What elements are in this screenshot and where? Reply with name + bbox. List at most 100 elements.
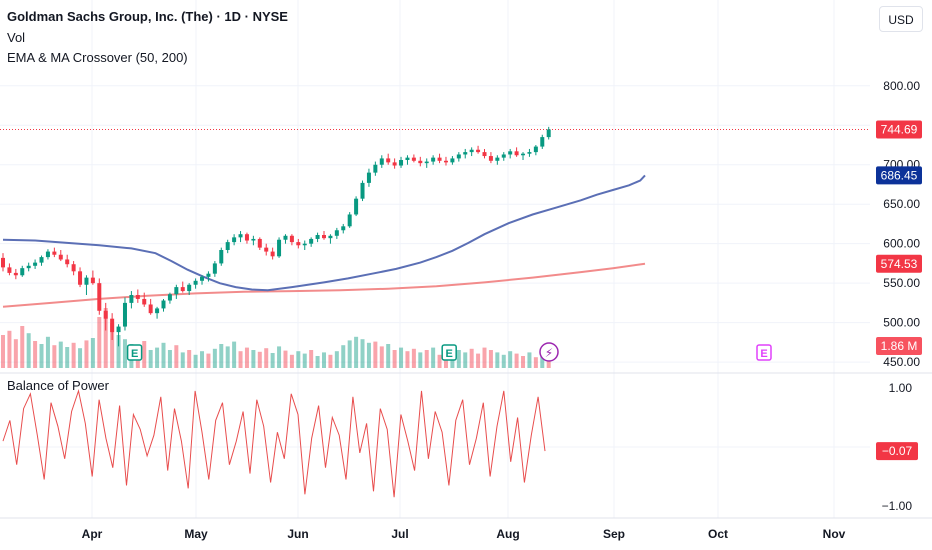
candle-body <box>373 164 378 173</box>
candle-body <box>135 295 140 299</box>
vol-legend[interactable]: Vol <box>7 30 26 45</box>
month-label: Oct <box>708 527 728 541</box>
lightning-icon-glyph: ⚡ <box>545 346 553 360</box>
candle-body <box>360 182 365 199</box>
candle-body <box>521 153 526 156</box>
candle-body <box>45 251 50 258</box>
volume-bar <box>309 350 314 368</box>
volume-bar <box>103 308 108 368</box>
candle-body <box>232 237 237 243</box>
volume-bar <box>341 345 346 368</box>
price-badge <box>876 166 922 185</box>
volume-bar <box>270 353 275 368</box>
candle-body <box>148 304 153 314</box>
candle-body <box>97 283 102 311</box>
candle-body <box>366 172 371 183</box>
candle-body <box>187 284 192 292</box>
volume-bar <box>354 336 359 368</box>
volume-bar <box>495 352 500 368</box>
bop-tick-label: 1.00 <box>889 381 913 395</box>
volume-bar <box>411 348 416 368</box>
candle-body <box>334 230 339 236</box>
volume-bar <box>45 336 50 368</box>
candle-body <box>219 250 224 264</box>
volume-bar <box>347 340 352 368</box>
volume-bar <box>488 350 493 368</box>
ema-ma-legend[interactable]: EMA & MA Crossover (50, 200) <box>7 50 188 65</box>
month-label: Aug <box>496 527 519 541</box>
volume-bar <box>110 323 115 368</box>
candle-body <box>116 326 121 333</box>
month-label: May <box>184 527 208 541</box>
volume-bar <box>334 351 339 368</box>
price-tick-label: 600.00 <box>883 237 920 251</box>
volume-bar <box>482 347 487 368</box>
candle-body <box>322 235 326 239</box>
candle-body <box>39 257 44 263</box>
candle-body <box>225 242 230 250</box>
volume-bar <box>283 350 288 368</box>
candle-body <box>13 272 18 276</box>
price-tick-label: 450.00 <box>883 355 920 369</box>
volume-bar <box>373 341 378 368</box>
volume-bar <box>469 348 474 368</box>
candle-body <box>200 276 205 281</box>
bop-panel <box>2 388 546 498</box>
volume-bar <box>212 348 217 368</box>
candle-body <box>90 277 95 284</box>
candle-body <box>238 234 243 238</box>
volume-bar <box>161 342 166 368</box>
candle-body <box>431 157 436 162</box>
month-label: Apr <box>82 527 103 541</box>
candle-body <box>501 154 506 158</box>
bop-legend[interactable]: Balance of Power <box>7 378 109 393</box>
candle-body <box>110 318 115 333</box>
volume-bar <box>533 357 538 368</box>
volume-bar <box>78 348 83 368</box>
volume-bar <box>97 317 102 368</box>
price-badge-label: 686.45 <box>881 168 918 182</box>
candle-body <box>65 259 70 265</box>
volume-bar <box>379 346 384 368</box>
candle-body <box>251 238 256 241</box>
candle-body <box>405 157 410 160</box>
volume-bar <box>418 352 423 368</box>
volume-bar <box>142 341 147 368</box>
price-tick-label: 550.00 <box>883 276 920 290</box>
candle-body <box>122 302 127 327</box>
volume-bar <box>257 351 262 368</box>
candle-body <box>302 243 307 246</box>
volume-bar <box>527 352 532 368</box>
volume-bar <box>20 326 25 368</box>
candle-body <box>463 152 468 155</box>
earnings-marker-label: E <box>446 348 453 360</box>
volume-bar <box>289 354 294 368</box>
volume-bar <box>71 342 76 368</box>
price-badge-label: 744.69 <box>881 122 918 136</box>
ema50-line <box>2 174 646 292</box>
volume-bar <box>456 350 461 368</box>
chart-grid <box>0 0 932 519</box>
axes: 800.00750.00700.00650.00600.00550.00500.… <box>82 79 921 541</box>
earnings-markers[interactable]: E E E ⚡ <box>126 342 772 362</box>
candle-body <box>482 152 487 157</box>
candle-body <box>129 295 134 303</box>
volume-bar <box>251 350 256 368</box>
price-badge-label: 574.53 <box>881 257 918 271</box>
candle-body <box>257 238 262 248</box>
candle-body <box>52 251 57 255</box>
volume-bar <box>540 354 545 368</box>
volume-bar <box>39 344 44 368</box>
candle-body <box>315 235 320 239</box>
candle-body <box>71 264 76 272</box>
volume-bar <box>405 351 410 368</box>
candle-body <box>411 157 416 161</box>
currency-button[interactable]: USD <box>879 6 923 32</box>
candle-body <box>212 263 217 274</box>
candle-body <box>33 262 38 266</box>
candle-body <box>469 149 474 153</box>
volume-bar <box>219 344 224 368</box>
candle-body <box>7 267 12 273</box>
moving-averages <box>0 128 870 308</box>
